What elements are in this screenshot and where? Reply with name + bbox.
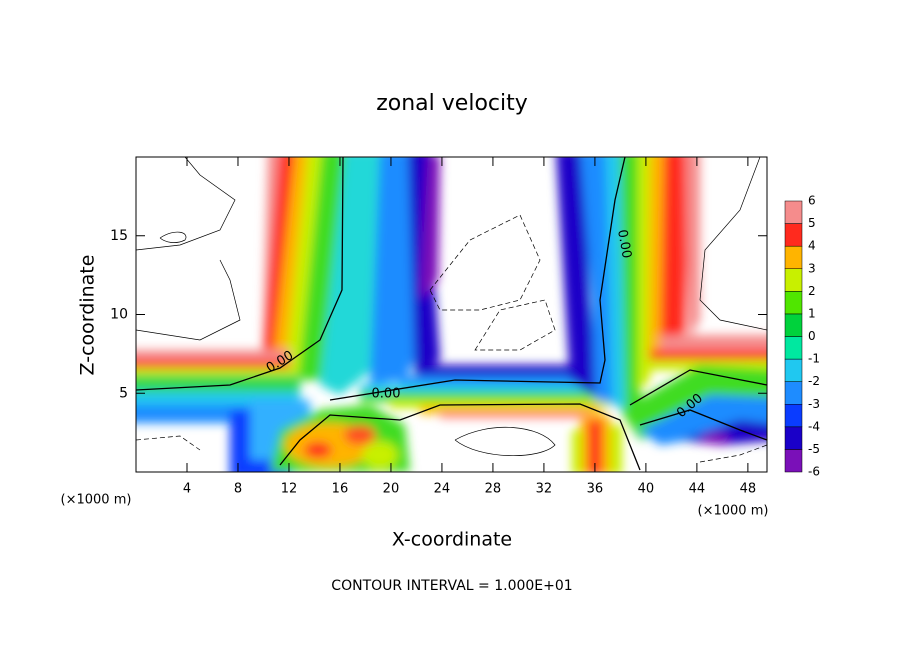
field: [136, 157, 767, 472]
colorbar-label: 3: [808, 261, 816, 275]
x-tick-label: 20: [383, 482, 400, 497]
colorbar-label: -2: [808, 374, 820, 388]
x-tick-label: 32: [536, 482, 553, 497]
x-tick-label: 4: [183, 482, 191, 497]
colorbar-label: -5: [808, 442, 820, 456]
colorbar-label: 0: [808, 329, 816, 343]
colorbar-swatch: [784, 268, 803, 292]
x-tick-label: 36: [587, 482, 604, 497]
colorbar-swatch: [784, 449, 803, 473]
x-tick-label: 8: [234, 482, 242, 497]
x-tick-label: 12: [281, 482, 298, 497]
colorbar-swatch: [784, 426, 803, 450]
colorbar-swatch: [784, 404, 803, 428]
colorbar-swatch: [784, 223, 803, 247]
colorbar-swatch: [784, 200, 803, 224]
colorbar-label: -3: [808, 397, 820, 411]
colorbar-swatch: [784, 358, 803, 382]
x-tick-label: 28: [485, 482, 502, 497]
y-tick-label: 10: [110, 307, 128, 323]
colorbar-swatch: [784, 291, 803, 315]
y-tick-label: 5: [119, 385, 128, 401]
colorbar-label: 4: [808, 239, 816, 253]
colorbar-label: -1: [808, 352, 820, 366]
x-tick-label: 44: [689, 482, 706, 497]
colorbar-label: -4: [808, 419, 820, 433]
contour-label: 0.00: [614, 228, 634, 259]
colorbar-label: 1: [808, 306, 816, 320]
contour-lines: [136, 157, 767, 471]
colorbar-swatch: [784, 313, 803, 337]
contour-label: 0.00: [372, 387, 401, 402]
footnote: CONTOUR INTERVAL = 1.000E+01: [331, 578, 572, 594]
colorbar-swatch: [784, 245, 803, 270]
y-tick-label: 15: [110, 228, 128, 244]
x-tick-label: 40: [638, 482, 655, 497]
colorbar-label: 5: [808, 216, 816, 230]
x-tick-label: 24: [434, 482, 451, 497]
colorbar-label: 6: [808, 194, 816, 208]
y-unit-label: (×1000 m): [61, 493, 132, 508]
chart-title: zonal velocity: [376, 91, 528, 116]
x-unit-label: (×1000 m): [698, 504, 769, 519]
chart-elements: 4 8 12 16 20 24 28 32 36 40 44 4851015-6-5-4-3-2-10…: [110, 157, 820, 497]
colorbar-label: 2: [808, 284, 816, 298]
colorbar-label: -6: [808, 465, 820, 479]
x-axis-label: X-coordinate: [392, 529, 512, 551]
colorbar-swatch: [784, 336, 803, 360]
x-tick-label: 48: [740, 482, 757, 497]
y-axis-label: Z-coordinate: [77, 255, 99, 376]
x-tick-label: 16: [332, 482, 349, 497]
colorbar-swatch: [784, 381, 803, 405]
